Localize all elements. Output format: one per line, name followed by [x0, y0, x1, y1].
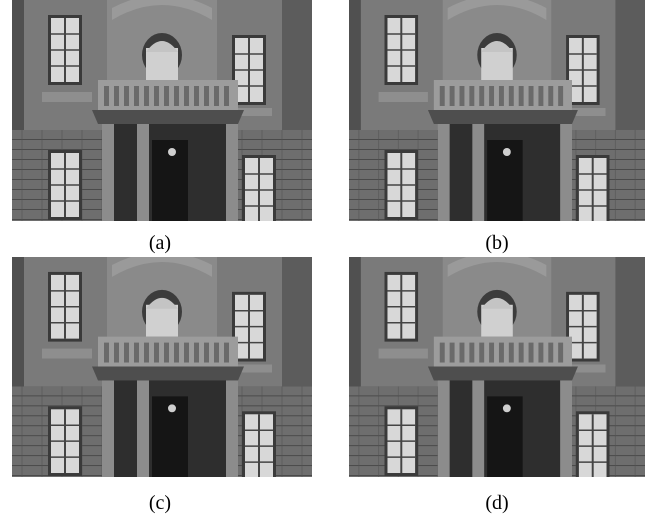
- photo: [349, 252, 645, 481]
- caption: (d): [485, 492, 508, 514]
- photo: [349, 0, 645, 225]
- photo: [12, 0, 312, 225]
- photo: [12, 252, 312, 481]
- figure: (a) (b) (c) (d): [0, 0, 654, 519]
- caption: (b): [485, 232, 508, 254]
- caption: (c): [149, 492, 171, 514]
- caption: (a): [149, 232, 171, 254]
